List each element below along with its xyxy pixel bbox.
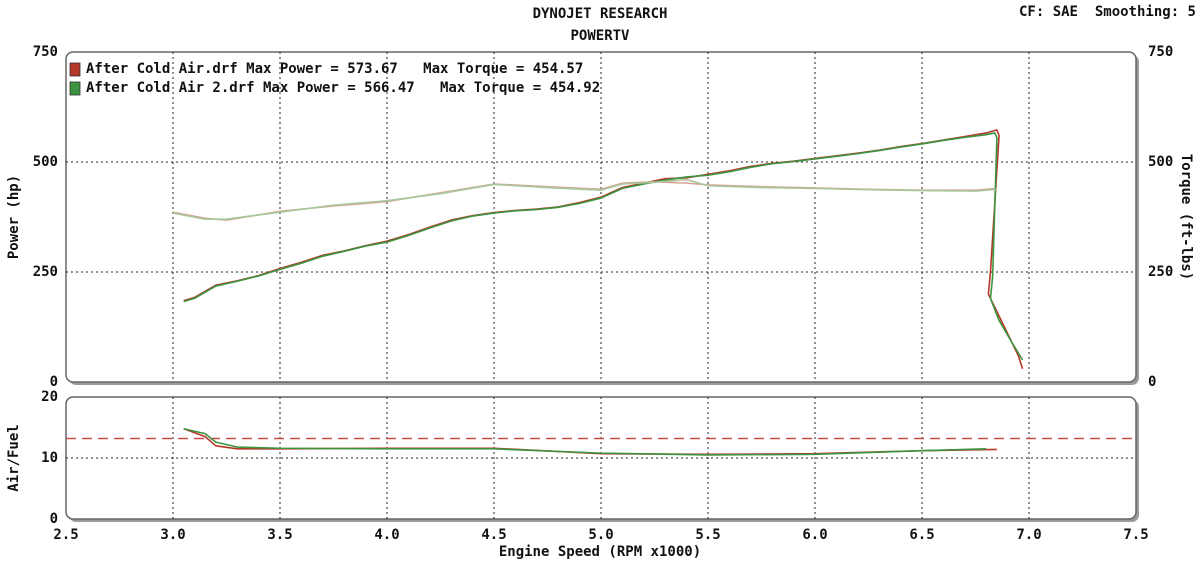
y2-tick-label: 750 [1148, 44, 1173, 60]
legend-note: Max Torque = 454.57 [423, 61, 583, 77]
y2-tick-label: 500 [1148, 154, 1173, 170]
x-tick-label: 6.0 [802, 527, 827, 543]
y-axis-title: Air/Fuel [6, 424, 22, 491]
chart-subtitle: POWERTV [570, 28, 630, 44]
x-tick-label: 5.0 [588, 527, 613, 543]
data-line [183, 427, 987, 456]
chart-title: DYNOJET RESEARCH [533, 6, 668, 22]
data-line [172, 178, 997, 220]
x-tick-label: 4.5 [481, 527, 506, 543]
x-tick-label: 7.5 [1123, 527, 1148, 543]
y2-tick-label: 250 [1148, 264, 1173, 280]
y-tick-label: 250 [33, 264, 58, 280]
y-tick-label: 10 [41, 450, 58, 466]
legend-note: Max Torque = 454.92 [440, 80, 600, 96]
y-tick-label: 20 [41, 389, 58, 405]
y-tick-label: 500 [33, 154, 58, 170]
legend-label: After Cold Air 2.drf [86, 80, 255, 96]
legend-note: Max Power = 573.67 [246, 61, 398, 77]
y2-axis-title: Torque (ft-lbs) [1178, 154, 1194, 280]
legend-swatch [69, 62, 81, 77]
x-tick-label: 4.0 [374, 527, 399, 543]
settings-note: CF: SAE Smoothing: 5 [1019, 4, 1196, 20]
x-axis-title: Engine Speed (RPM x1000) [499, 544, 701, 560]
y-tick-label: 0 [50, 511, 58, 527]
x-tick-label: 7.0 [1016, 527, 1041, 543]
legend-swatch [69, 81, 81, 96]
y-tick-label: 750 [33, 44, 58, 60]
x-tick-label: 3.5 [267, 527, 292, 543]
x-tick-label: 6.5 [909, 527, 934, 543]
x-tick-label: 5.5 [695, 527, 720, 543]
y2-tick-label: 0 [1148, 374, 1156, 390]
y-tick-label: 0 [50, 374, 58, 390]
legend-label: After Cold Air.drf [86, 61, 238, 77]
y-axis-title: Power (hp) [6, 175, 22, 259]
legend-note: Max Power = 566.47 [263, 80, 415, 96]
x-tick-label: 3.0 [160, 527, 185, 543]
x-tick-label: 2.5 [53, 527, 78, 543]
